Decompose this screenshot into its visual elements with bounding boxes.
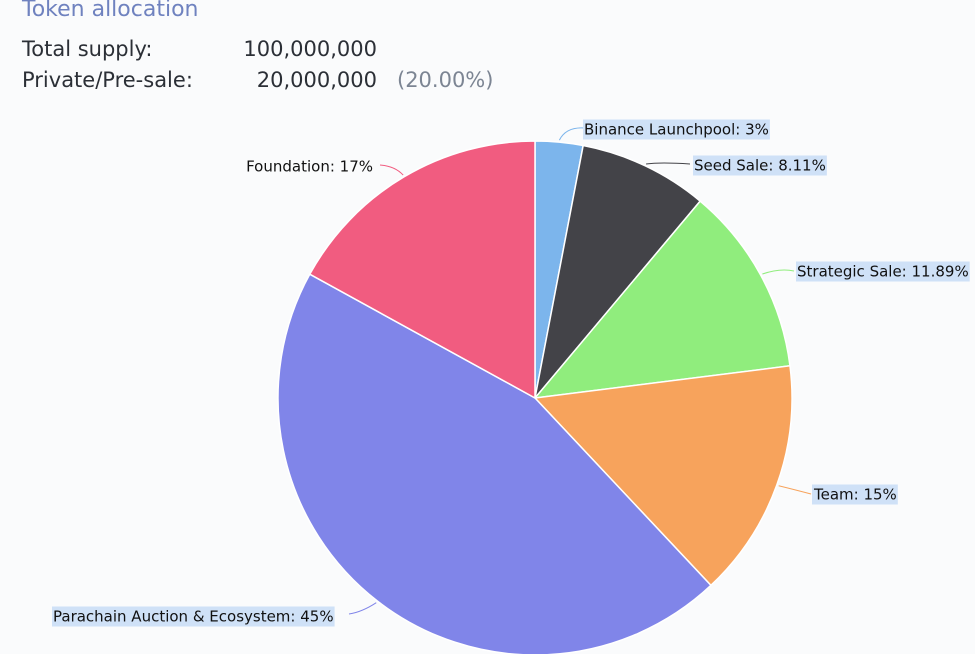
- presale-value: 20,000,000: [256, 68, 377, 92]
- data-label-strategic-sale: Strategic Sale: 11.89%: [797, 263, 969, 281]
- data-label-highlight-seed-sale: [693, 155, 827, 176]
- presale-label: Private/Pre-sale:: [22, 68, 193, 92]
- data-label-binance-launchpool: Binance Launchpool: 3%: [584, 121, 769, 139]
- total-supply-value: 100,000,000: [243, 37, 377, 61]
- data-label-highlight-binance-launchpool: [583, 119, 770, 140]
- pie-slice-strategic-sale[interactable]: [533, 200, 791, 399]
- connector-parachain-auction-ecosystem: [348, 602, 377, 615]
- connector-team: [778, 485, 812, 495]
- presale-row: Private/Pre-sale: 20,000,000 (20.00%): [22, 65, 493, 96]
- pie-slice-team[interactable]: [533, 364, 793, 587]
- presale-percentage: (20.00%): [397, 68, 494, 92]
- connector-strategic-sale: [762, 269, 795, 275]
- data-label-foundation: Foundation: 17%: [246, 158, 373, 176]
- connector-seed-sale: [646, 162, 691, 165]
- pie-slice-parachain-auction-ecosystem[interactable]: [277, 273, 712, 654]
- data-label-highlight-team: [812, 484, 898, 505]
- total-supply-label: Total supply:: [22, 37, 153, 61]
- pie-slice-foundation[interactable]: [308, 140, 536, 400]
- data-label-parachain-auction-ecosystem: Parachain Auction & Ecosystem: 45%: [53, 608, 334, 626]
- connector-foundation: [379, 164, 404, 176]
- page-title: Token allocation: [22, 0, 199, 22]
- pie-slice-seed-sale[interactable]: [533, 144, 702, 401]
- data-label-highlight-parachain-auction-ecosystem: [52, 606, 335, 627]
- total-supply-row: Total supply: 100,000,000: [22, 34, 493, 65]
- data-label-seed-sale: Seed Sale: 8.11%: [694, 157, 826, 175]
- connector-binance-launchpool: [558, 127, 585, 141]
- data-label-highlight-strategic-sale: [796, 261, 970, 282]
- supply-stats: Total supply: 100,000,000 Private/Pre-sal…: [22, 34, 493, 96]
- data-label-team: Team: 15%: [813, 486, 897, 504]
